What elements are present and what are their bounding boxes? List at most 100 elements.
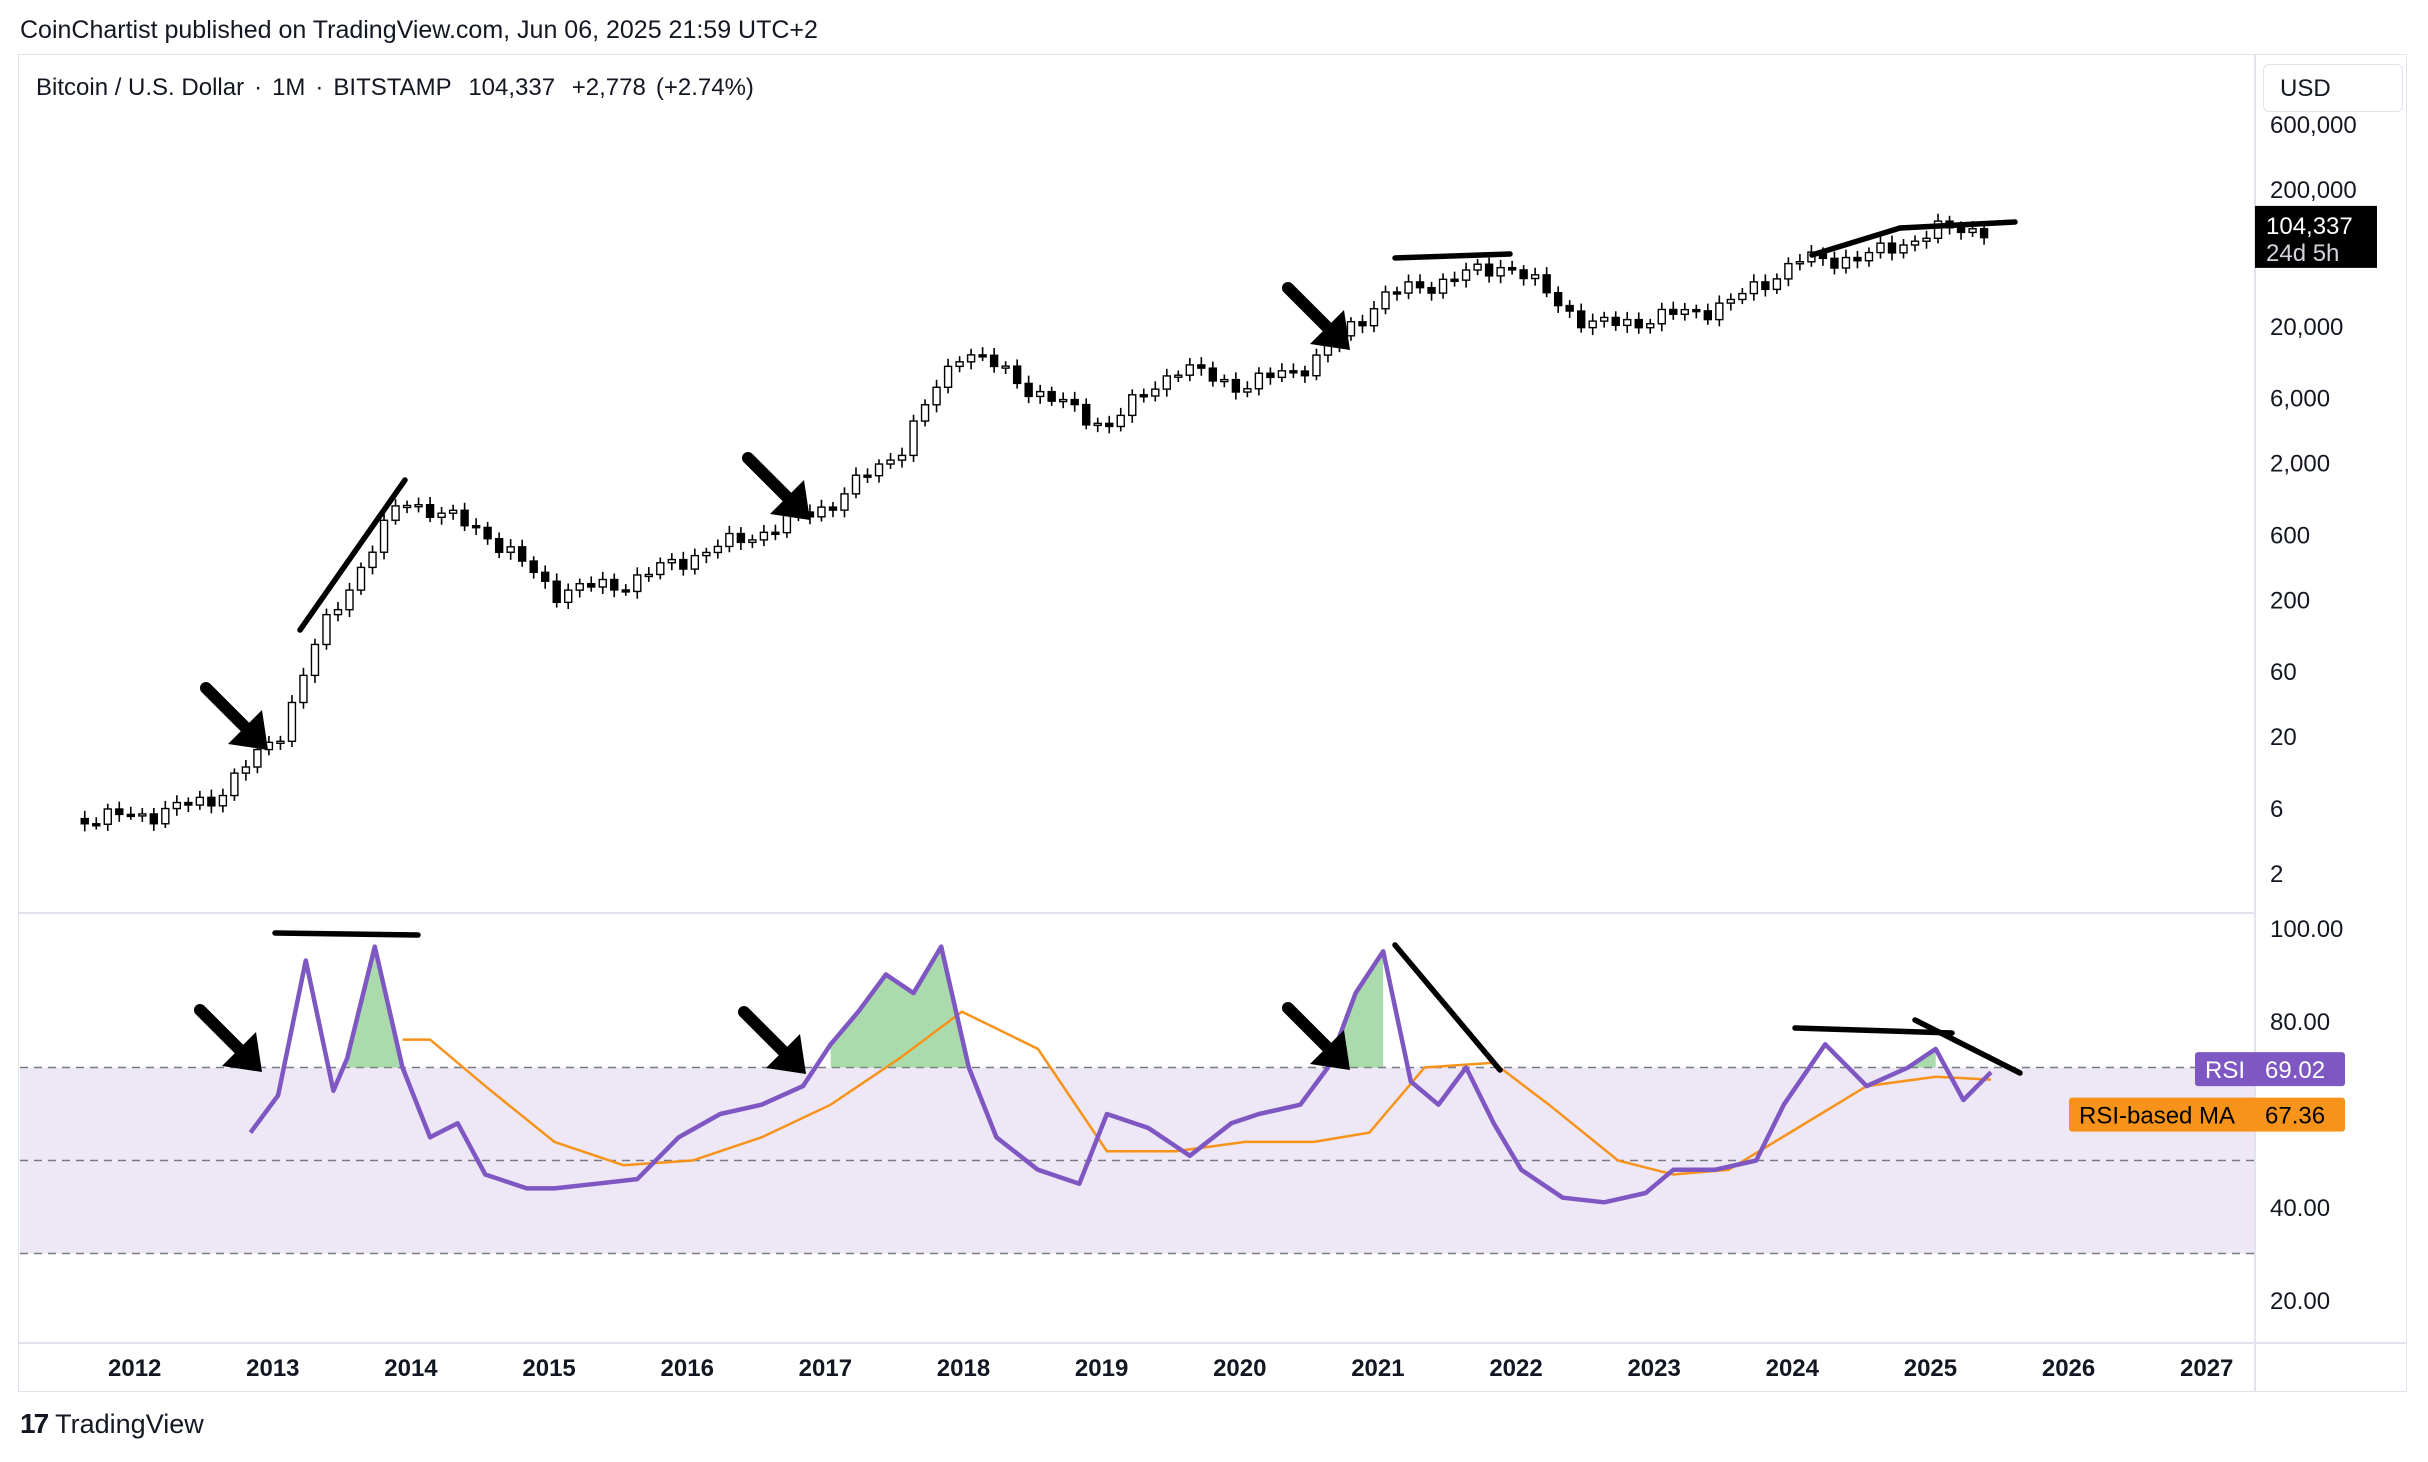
time-tick-label: 2025	[1904, 1355, 1957, 1382]
candle-body	[1404, 281, 1413, 294]
candle-body	[1830, 257, 1839, 269]
price-tick-label: 20,000	[2270, 314, 2343, 341]
candle-body	[656, 562, 665, 576]
candle-body	[1289, 370, 1298, 374]
candle-body	[368, 551, 377, 569]
price-tick-label: 20	[2270, 724, 2297, 751]
candle-body	[897, 454, 907, 461]
candle-body	[1001, 365, 1010, 369]
candle-body	[1956, 227, 1966, 234]
candle-body	[1507, 266, 1517, 271]
candle-body	[748, 539, 757, 544]
candle-body	[1738, 292, 1747, 301]
candle-body	[310, 643, 320, 677]
annotation-arrow-icon	[1282, 282, 1350, 350]
candle-body	[943, 365, 953, 388]
candle-body	[575, 582, 584, 591]
separator-1: ·	[254, 74, 263, 101]
candle-body	[1657, 308, 1666, 325]
time-tick-label: 2014	[384, 1355, 438, 1382]
last-price-value: 104,337	[2266, 213, 2353, 240]
annotation-arrow-icon	[738, 1006, 806, 1074]
time-tick-label: 2017	[799, 1355, 852, 1382]
candle-body	[909, 420, 918, 457]
candle-body	[978, 354, 987, 358]
annotation-arrow-icon	[194, 1004, 262, 1072]
tradingview-logo-icon: 17	[20, 1408, 49, 1439]
candle-body	[1979, 228, 1989, 239]
candle-body	[230, 772, 239, 797]
candle-body	[1726, 298, 1736, 304]
candle-body	[287, 701, 297, 742]
rsi-ma-value-tag	[2069, 1097, 2345, 1132]
candle-body	[587, 582, 596, 588]
candle-body	[1841, 256, 1851, 269]
candle-body	[80, 817, 89, 825]
candle-body	[644, 573, 653, 578]
price-tick-label: 6	[2270, 796, 2283, 823]
candle-body	[1565, 304, 1574, 312]
candle-body	[471, 525, 481, 529]
candle-body	[874, 463, 884, 477]
candle-body	[552, 580, 561, 604]
candle-body	[1715, 302, 1724, 321]
price-tick-label: 2,000	[2270, 451, 2330, 478]
time-tick-label: 2018	[937, 1355, 990, 1382]
price-tick-label: 2	[2270, 861, 2283, 888]
rsi-band	[20, 1067, 2255, 1254]
candle-body	[1058, 398, 1068, 403]
time-tick-label: 2015	[522, 1355, 575, 1382]
last-price-tag	[2255, 205, 2377, 268]
candle-body	[989, 354, 999, 368]
time-tick-label: 2024	[1766, 1355, 1820, 1382]
candle-body	[1243, 388, 1252, 393]
trend-line	[1809, 225, 1903, 258]
candle-body	[149, 813, 159, 825]
rsi-pane	[20, 944, 2255, 1255]
candle-body	[103, 808, 112, 825]
candle-body	[1047, 390, 1056, 402]
candle-body	[679, 558, 688, 570]
symbol-legend[interactable]: Bitcoin / U.S. Dollar · 1M · BITSTAMP 104,33…	[36, 74, 764, 102]
candle-body	[1024, 382, 1033, 398]
candle-body	[161, 807, 170, 825]
candle-body	[610, 578, 619, 591]
trend-line	[1392, 942, 1503, 1073]
rsi-line	[248, 944, 1993, 1205]
separator-2: ·	[315, 74, 324, 101]
candle-body	[1519, 269, 1528, 280]
candle-body	[1703, 310, 1713, 321]
candle-body	[1266, 372, 1275, 379]
candle-body	[1392, 291, 1402, 295]
candle-body	[932, 386, 941, 406]
candle-body	[1484, 263, 1494, 277]
chart-frame[interactable]	[18, 54, 2407, 1392]
price-tick-label: 600	[2270, 522, 2310, 549]
candle-body	[322, 613, 331, 646]
candle-body	[218, 794, 228, 807]
rsi-tick-label: 80.00	[2270, 1009, 2330, 1036]
footer-brand[interactable]: 17 TradingView	[20, 1408, 204, 1440]
candle-body	[1093, 422, 1102, 427]
price-tick-label: 600,000	[2270, 112, 2357, 139]
candle-body	[1197, 364, 1206, 369]
currency-selector[interactable]: USD	[2263, 64, 2403, 112]
candle-body	[1692, 308, 1701, 313]
candle-body	[1623, 318, 1632, 327]
time-tick-label: 2023	[1627, 1355, 1680, 1382]
candle-body	[564, 589, 573, 604]
candle-body	[195, 796, 205, 806]
candle-body	[1887, 242, 1897, 254]
candle-body	[1496, 266, 1505, 277]
candle-body	[1634, 318, 1643, 329]
candle-body	[1185, 364, 1195, 376]
candle-body	[1772, 278, 1782, 291]
candle-body	[966, 354, 976, 363]
candle-body	[1473, 263, 1482, 271]
candle-body	[736, 532, 746, 544]
candle-body	[1300, 370, 1310, 377]
candle-body	[1784, 262, 1793, 280]
candle-body	[1346, 321, 1356, 337]
rsi-tick-label: 100.00	[2270, 916, 2343, 943]
